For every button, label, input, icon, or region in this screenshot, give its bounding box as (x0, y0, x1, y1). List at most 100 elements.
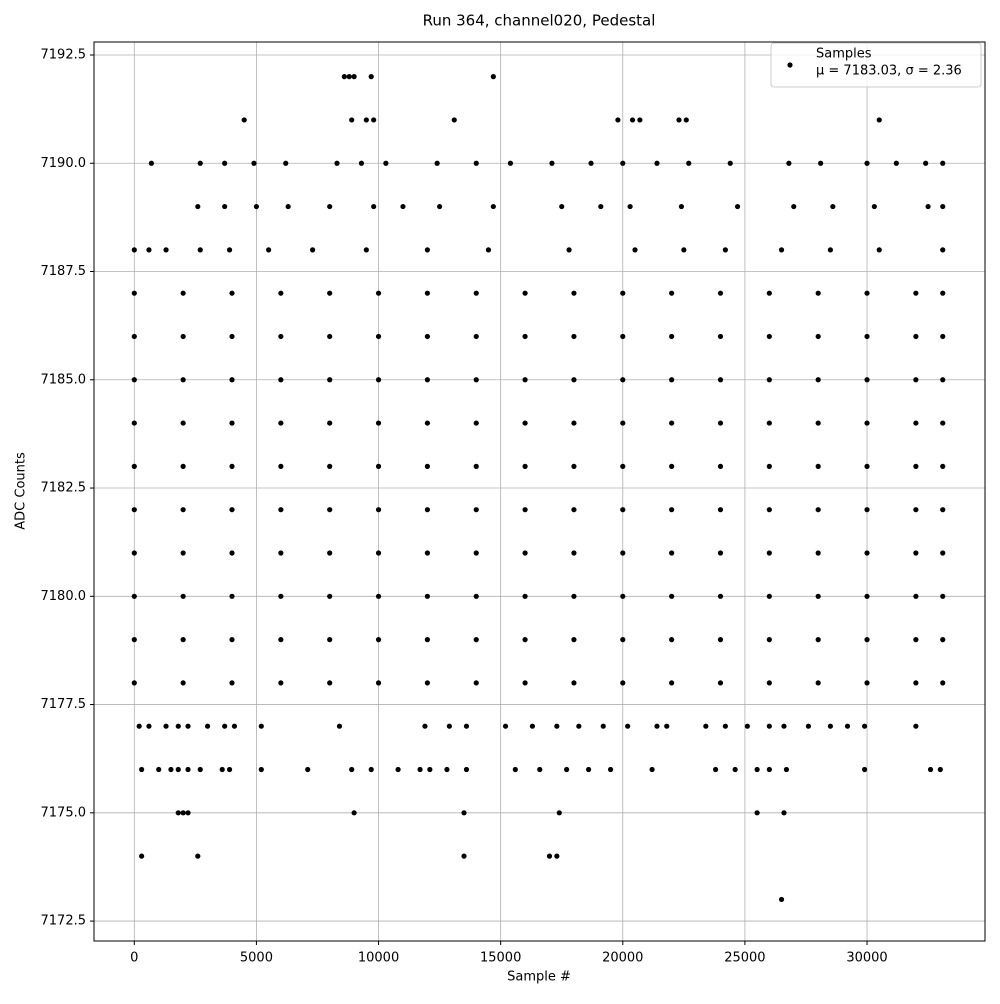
y-tick-label: 7190.0 (41, 156, 87, 171)
point (327, 637, 333, 643)
point (620, 593, 626, 599)
point (278, 333, 284, 340)
point (629, 117, 636, 123)
point (827, 247, 833, 253)
x-tick-label: 25000 (724, 951, 765, 966)
point (175, 723, 181, 729)
point (351, 810, 357, 816)
point (463, 766, 470, 773)
point (778, 247, 785, 253)
point (473, 507, 479, 513)
point (327, 593, 333, 599)
point (229, 593, 235, 599)
point (175, 810, 181, 816)
point (876, 117, 882, 123)
point (664, 723, 670, 729)
y-tick-label: 7172.5 (41, 914, 87, 929)
point (473, 377, 479, 383)
point (815, 463, 821, 469)
point (766, 766, 772, 773)
point (554, 853, 560, 859)
point (669, 333, 675, 340)
point (678, 203, 685, 210)
point (327, 680, 333, 686)
point (163, 247, 169, 253)
point (368, 766, 374, 773)
point (571, 680, 577, 686)
point (620, 420, 626, 426)
point (327, 463, 333, 469)
point (766, 593, 772, 599)
point (341, 74, 347, 80)
point (197, 766, 203, 773)
point (241, 117, 247, 123)
point (683, 117, 689, 123)
point (669, 593, 675, 599)
point (371, 203, 377, 210)
point (375, 420, 382, 426)
point (283, 160, 289, 166)
point (620, 550, 626, 556)
legend: Samples μ = 7183.03, σ = 2.36 (770, 42, 982, 88)
point (940, 507, 946, 513)
point (913, 507, 919, 513)
legend-marker (787, 62, 793, 68)
x-tick-label: 15000 (480, 951, 521, 966)
point (473, 593, 479, 599)
point (554, 723, 560, 729)
point (226, 766, 233, 773)
point (925, 203, 931, 210)
point (136, 723, 142, 729)
point (781, 723, 787, 729)
point (766, 463, 772, 469)
point (861, 766, 868, 773)
point (913, 637, 919, 643)
point (766, 507, 772, 513)
point (669, 290, 675, 296)
point (463, 723, 470, 729)
point (940, 290, 946, 296)
point (185, 810, 191, 816)
point (185, 766, 191, 773)
point (229, 550, 235, 556)
point (327, 420, 333, 426)
x-tick-label: 10000 (358, 951, 399, 966)
point (226, 247, 233, 253)
point (864, 680, 870, 686)
point (529, 723, 536, 729)
point (461, 853, 467, 859)
point (395, 766, 401, 773)
point (434, 160, 440, 166)
point (615, 117, 621, 123)
y-tick-label: 7177.5 (41, 697, 87, 712)
point (815, 420, 821, 426)
point (864, 160, 870, 166)
point (913, 463, 919, 469)
x-tick-label: 30000 (846, 951, 887, 966)
point (131, 420, 137, 426)
point (251, 160, 257, 166)
point (717, 507, 724, 513)
point (502, 723, 509, 729)
point (754, 766, 760, 773)
point (717, 680, 724, 686)
point (818, 160, 824, 166)
point (564, 766, 570, 773)
point (864, 377, 870, 383)
point (327, 290, 333, 296)
point (893, 160, 899, 166)
point (940, 377, 946, 383)
point (229, 377, 235, 383)
point (815, 333, 821, 340)
point (195, 853, 201, 859)
point (722, 247, 728, 253)
point (180, 637, 186, 643)
point (180, 377, 186, 383)
point (717, 463, 724, 469)
x-axis-label: Sample # (507, 970, 571, 985)
point (940, 593, 946, 599)
point (424, 550, 430, 556)
point (766, 550, 772, 556)
